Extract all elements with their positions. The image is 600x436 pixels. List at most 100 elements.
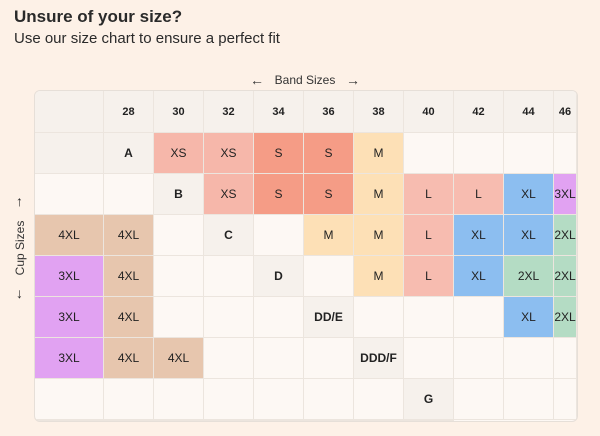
arrow-down-icon: ↓ [16,285,23,301]
size-cell [404,338,454,379]
size-cell: XL [504,297,554,338]
cup-size-header: B [154,174,204,215]
size-cell: L [404,215,454,256]
page-title: Unsure of your size? [14,7,183,26]
table-corner-cell [35,91,104,133]
size-cell [204,338,254,379]
size-cell: 2XL [554,256,577,297]
size-cell: L [404,256,454,297]
size-cell: S [254,133,304,174]
size-cell: 3XL [35,297,104,338]
cup-size-header: A [104,133,154,174]
size-cell: 4XL [154,338,204,379]
band-sizes-label: Band Sizes [274,73,336,87]
size-cell: XL [454,215,504,256]
band-size-header: 30 [154,91,204,133]
size-cell [404,133,454,174]
size-cell [354,420,404,421]
size-cell [504,133,554,174]
band-size-header-extra [35,133,104,174]
size-cell-extra [104,174,154,215]
size-cell [304,379,354,420]
size-cell [304,420,354,421]
size-cell [554,379,577,420]
size-cell [204,379,254,420]
size-cell [554,133,577,174]
size-cell [504,338,554,379]
size-cell [304,256,354,297]
size-cell [254,420,304,421]
size-cell: M [354,133,404,174]
size-cell [154,379,204,420]
size-cell: 2XL [504,256,554,297]
band-size-header: 28 [104,91,154,133]
band-size-header: 42 [454,91,504,133]
size-cell: 4XL [35,215,104,256]
cup-size-header: DDD/F [354,338,404,379]
size-cell [154,420,204,421]
size-cell [104,379,154,420]
band-size-header: 38 [354,91,404,133]
size-cell-extra [354,379,404,420]
size-cell-extra [304,338,354,379]
size-cell [35,174,104,215]
size-cell: M [354,174,404,215]
band-size-header: 40 [404,91,454,133]
size-cell [454,133,504,174]
cup-size-header: DD/E [304,297,354,338]
band-size-header: 44 [504,91,554,133]
size-cell: 4XL [104,256,154,297]
size-cell: 3XL [554,174,577,215]
size-cell: 4XL [104,338,154,379]
size-cell: 4XL [104,297,154,338]
cup-sizes-label: Cup Sizes [13,220,27,276]
size-cell-extra [204,256,254,297]
size-cell [404,297,454,338]
size-cell: 3XL [35,256,104,297]
size-cell: M [304,215,354,256]
size-cell: XL [454,256,504,297]
arrow-left-icon: ← [250,72,264,88]
band-size-header: 32 [204,91,254,133]
size-cell-extra [154,215,204,256]
size-cell [35,379,104,420]
size-cell: XL [504,215,554,256]
size-cell: 4XL [104,215,154,256]
size-cell: M [354,215,404,256]
size-cell [454,338,504,379]
size-cell [104,420,154,421]
size-cell [454,297,504,338]
size-cell [35,420,104,421]
size-cell: XL [504,174,554,215]
size-cell: L [404,174,454,215]
size-cell [554,338,577,379]
size-cell: 2XL [554,215,577,256]
size-cell: L [454,174,504,215]
cup-size-header: G [404,379,454,420]
size-cell: S [304,133,354,174]
band-sizes-axis-label: ← Band Sizes → [250,72,360,88]
size-cell: XS [154,133,204,174]
cup-size-header: D [254,256,304,297]
size-cell: 2XL [554,297,577,338]
size-cell: 3XL [35,338,104,379]
size-cell [204,420,254,421]
size-cell-extra [254,297,304,338]
band-size-header: 46 [554,91,577,133]
size-cell: M [354,256,404,297]
size-cell: XS [204,133,254,174]
size-cell [354,297,404,338]
size-cell [204,297,254,338]
size-cell [254,338,304,379]
band-size-header: 34 [254,91,304,133]
band-size-header: 36 [304,91,354,133]
cup-sizes-axis-label: ↑ Cup Sizes ↓ [6,193,34,303]
size-cell [254,379,304,420]
page-subtitle: Use our size chart to ensure a perfect f… [14,30,280,47]
size-cell [454,379,504,420]
arrow-up-icon: ↑ [16,193,23,209]
size-cell [154,297,204,338]
arrow-right-icon: → [345,72,360,88]
size-cell [154,256,204,297]
size-cell [504,379,554,420]
